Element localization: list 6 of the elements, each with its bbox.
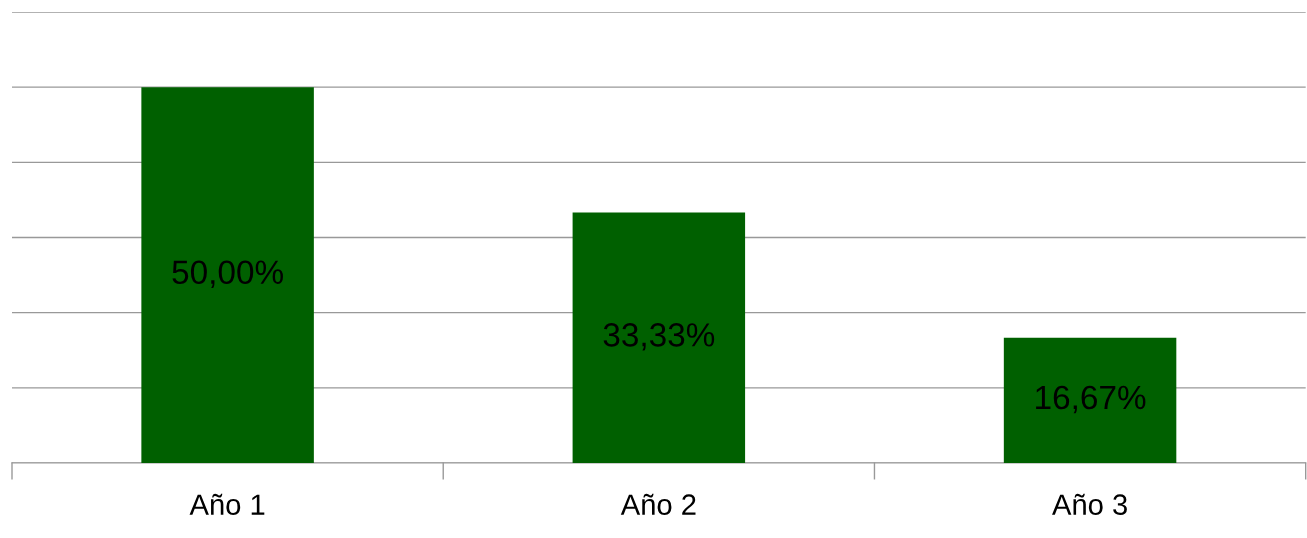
x-tick-label: Año 1 bbox=[189, 493, 265, 515]
data-label: 33,33% bbox=[603, 323, 715, 351]
x-tick-label: Año 2 bbox=[620, 493, 696, 515]
x-tick-label: Año 3 bbox=[1052, 493, 1127, 515]
data-label: 16,67% bbox=[1036, 385, 1146, 414]
data-label: 50,00% bbox=[172, 260, 283, 288]
